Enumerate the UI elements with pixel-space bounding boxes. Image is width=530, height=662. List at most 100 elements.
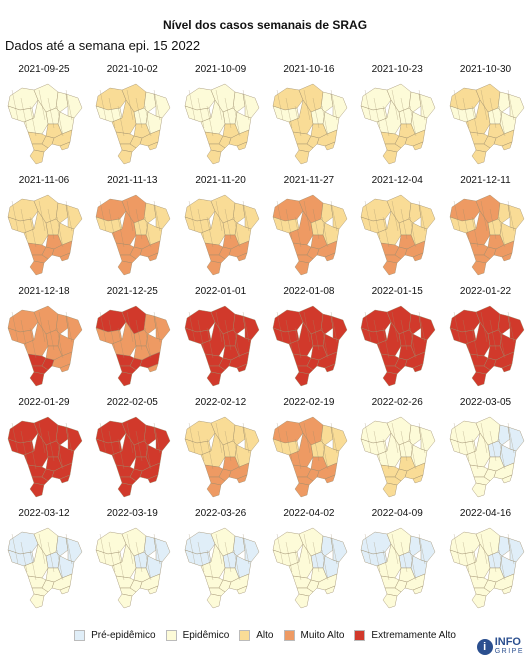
subdivision-line bbox=[489, 541, 496, 573]
legend-label: Pré-epidêmico bbox=[91, 629, 156, 641]
legend-item: Alto bbox=[239, 629, 274, 641]
subdivision-line bbox=[312, 208, 320, 240]
region-rio-espirito bbox=[236, 141, 247, 151]
subdivision-line bbox=[410, 327, 417, 359]
subdivision-line bbox=[401, 430, 408, 462]
subdivision-line bbox=[154, 311, 161, 343]
region-parana bbox=[31, 254, 49, 264]
subdivision-line bbox=[489, 208, 496, 240]
region-amazonas-north bbox=[184, 198, 215, 222]
subdivision-line bbox=[374, 319, 381, 351]
region-northeast-west bbox=[144, 535, 157, 557]
subdivision-line bbox=[197, 97, 204, 129]
region-amazonas-north bbox=[7, 309, 39, 333]
region-rio-espirito bbox=[236, 585, 247, 595]
brazil-map bbox=[272, 83, 348, 165]
region-rio-espirito bbox=[412, 363, 424, 373]
brazil-map bbox=[95, 416, 171, 498]
subdivision-line bbox=[330, 422, 338, 454]
region-northeast-east bbox=[507, 93, 524, 119]
region-santa-catarina-rs bbox=[471, 593, 486, 609]
region-rio-espirito bbox=[59, 585, 71, 595]
subdivision-line bbox=[100, 311, 107, 343]
panel-date-label: 2022-01-22 bbox=[459, 286, 512, 297]
region-parana bbox=[473, 254, 490, 264]
subdivision-line bbox=[480, 200, 487, 232]
subdivision-line bbox=[498, 105, 505, 137]
subdivision-line bbox=[242, 311, 249, 343]
subdivision-line bbox=[365, 200, 372, 232]
region-parana bbox=[120, 587, 137, 597]
subdivision-line bbox=[20, 319, 28, 351]
region-northeast-west bbox=[55, 91, 69, 113]
subdivision-line bbox=[462, 97, 469, 129]
region-northeast-west bbox=[55, 202, 69, 224]
subdivision-line bbox=[498, 327, 505, 359]
region-northeast-west bbox=[497, 424, 510, 446]
region-santa-catarina-rs bbox=[382, 371, 398, 387]
brazil-map bbox=[95, 194, 171, 276]
panel-date-label: 2021-12-11 bbox=[460, 175, 511, 186]
subdivision-line bbox=[374, 97, 381, 129]
region-amazonas-north bbox=[360, 309, 392, 333]
brazil-map bbox=[95, 83, 171, 165]
region-rio-espirito bbox=[501, 363, 512, 373]
subdivision-line bbox=[303, 311, 311, 343]
panel-date-label: 2021-12-25 bbox=[106, 286, 158, 297]
subdivision-line bbox=[410, 105, 417, 137]
region-rio-espirito bbox=[412, 141, 424, 151]
region-northeast-east bbox=[65, 315, 83, 341]
region-rio-espirito bbox=[59, 474, 71, 484]
brazil-map bbox=[360, 194, 436, 276]
region-amazonas-north bbox=[449, 87, 480, 111]
region-northeast-west bbox=[320, 202, 334, 224]
brazil-map bbox=[360, 305, 436, 387]
subdivision-line bbox=[462, 541, 469, 573]
subdivision-line bbox=[312, 541, 320, 573]
subdivision-line bbox=[145, 438, 152, 470]
region-amazonas-north bbox=[360, 531, 392, 555]
subdivision-line bbox=[303, 422, 311, 454]
subdivision-line bbox=[303, 533, 311, 565]
page-title: Nível dos casos semanais de SRAG bbox=[162, 18, 368, 32]
region-rio-espirito bbox=[324, 363, 336, 373]
subdivision-line bbox=[276, 311, 284, 343]
subdivision-line bbox=[65, 200, 73, 232]
region-santa-catarina-rs bbox=[382, 149, 398, 165]
region-rio-espirito bbox=[324, 474, 336, 484]
subdivision-line bbox=[118, 105, 125, 137]
subdivision-line bbox=[197, 319, 204, 351]
subdivision-line bbox=[38, 422, 46, 454]
subdivision-line bbox=[365, 533, 372, 565]
region-santa-catarina-rs bbox=[206, 149, 221, 165]
region-santa-catarina-rs bbox=[294, 482, 310, 498]
region-northeast-west bbox=[320, 535, 334, 557]
legend-item: Pré-epidêmico bbox=[74, 629, 156, 641]
subdivision-line bbox=[56, 327, 64, 359]
subdivision-line bbox=[365, 311, 372, 343]
region-northeast-east bbox=[330, 426, 348, 452]
region-northeast-east bbox=[242, 426, 259, 452]
region-northeast-east bbox=[242, 537, 259, 563]
region-amazonas-north bbox=[272, 309, 304, 333]
region-parana bbox=[384, 587, 402, 597]
panel-date-label: 2022-02-05 bbox=[106, 397, 158, 408]
subdivision-line bbox=[294, 327, 302, 359]
subdivision-line bbox=[383, 216, 390, 248]
map-panel: 2021-10-09 bbox=[177, 60, 265, 171]
region-parana bbox=[296, 143, 314, 153]
region-rio-espirito bbox=[59, 252, 71, 262]
region-santa-catarina-rs bbox=[118, 260, 133, 276]
panel-date-label: 2021-10-16 bbox=[283, 64, 335, 75]
region-parana bbox=[384, 143, 402, 153]
map-panel: 2022-02-12 bbox=[177, 393, 265, 504]
region-rio-espirito bbox=[236, 363, 247, 373]
brazil-map bbox=[7, 194, 83, 276]
region-rio-espirito bbox=[148, 141, 159, 151]
panel-date-label: 2022-01-29 bbox=[18, 397, 70, 408]
region-parana bbox=[473, 587, 490, 597]
legend-item: Epidêmico bbox=[165, 629, 229, 641]
region-rio-espirito bbox=[148, 585, 159, 595]
subdivision-line bbox=[29, 327, 37, 359]
info-circle-icon: i bbox=[476, 639, 493, 655]
